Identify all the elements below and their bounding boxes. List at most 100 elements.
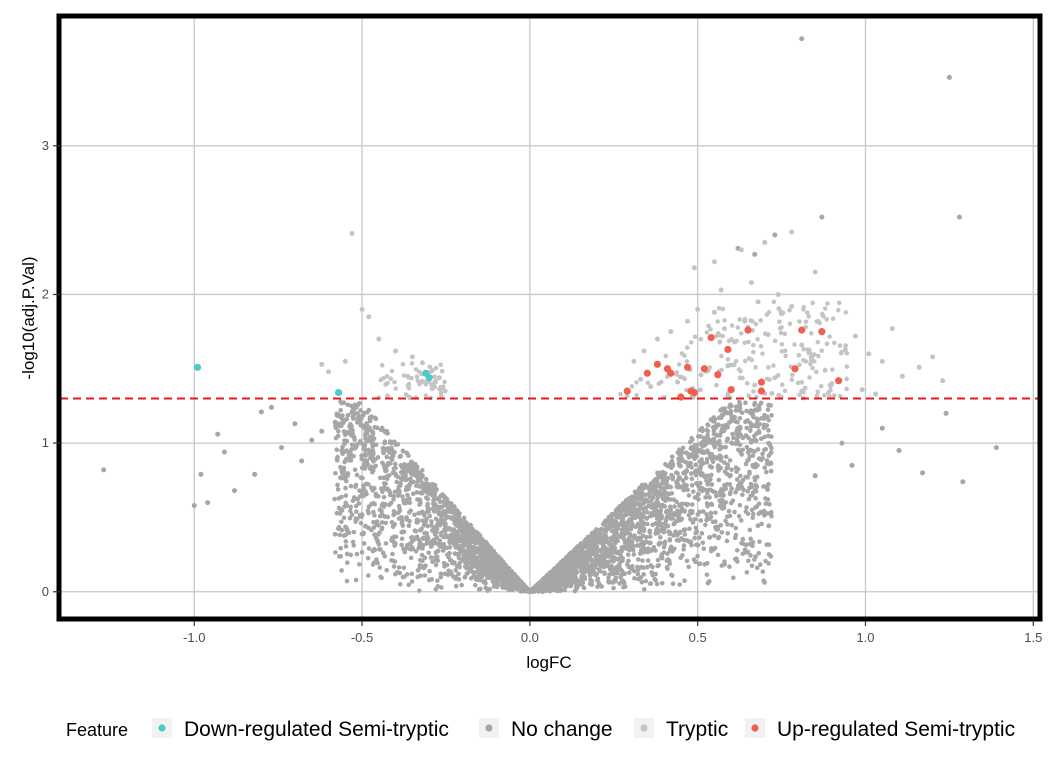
point-no-change <box>631 568 637 574</box>
point-no-change <box>750 409 756 415</box>
point-tryptic <box>792 342 797 347</box>
point-no-change <box>610 535 615 540</box>
point-no-change <box>408 476 413 482</box>
point-tryptic <box>722 326 728 332</box>
point-no-change <box>768 468 774 474</box>
point-tryptic <box>629 384 635 389</box>
point-no-change <box>705 490 710 496</box>
point-no-change <box>738 426 743 431</box>
point-no-change <box>392 559 398 564</box>
point-no-change <box>350 414 356 419</box>
point-no-change <box>415 574 420 580</box>
point-tryptic <box>392 379 397 385</box>
point-no-change <box>739 452 745 457</box>
point-no-change <box>686 564 692 570</box>
point-no-change <box>412 469 418 475</box>
point-no-change <box>599 554 605 560</box>
point-no-change <box>626 535 632 541</box>
point-no-change <box>482 578 488 584</box>
point-no-change <box>340 444 345 450</box>
point-no-change <box>279 445 285 451</box>
point-no-change <box>760 569 766 574</box>
point-tryptic <box>808 331 814 336</box>
point-no-change <box>357 494 363 499</box>
point-tryptic <box>795 380 801 386</box>
point-tryptic <box>419 378 425 384</box>
legend-title: Feature <box>66 720 128 740</box>
point-no-change <box>618 558 624 564</box>
point-no-change <box>761 425 767 431</box>
point-tryptic <box>319 361 325 367</box>
point-no-change <box>839 440 845 446</box>
point-no-change <box>745 450 751 455</box>
point-tryptic <box>658 379 664 385</box>
point-no-change <box>393 465 398 471</box>
point-no-change <box>673 470 679 475</box>
point-tryptic <box>775 291 781 297</box>
point-tryptic <box>789 377 795 382</box>
point-no-change <box>341 429 347 434</box>
point-no-change <box>705 432 710 438</box>
point-no-change <box>435 584 441 589</box>
point-tryptic <box>744 380 750 386</box>
point-no-change <box>685 463 691 469</box>
point-no-change <box>379 512 385 517</box>
legend: Feature Down-regulated Semi-tryptic No ch… <box>66 718 1015 741</box>
point-no-change <box>735 419 740 425</box>
point-no-change <box>373 442 379 447</box>
point-no-change <box>736 513 742 519</box>
point-no-change <box>650 522 655 528</box>
point-no-change <box>416 471 422 476</box>
point-no-change <box>359 453 364 458</box>
point-tryptic <box>675 379 681 385</box>
point-no-change <box>361 541 367 546</box>
point-tryptic <box>751 342 756 348</box>
point-no-change <box>757 562 763 567</box>
point-no-change <box>409 467 414 472</box>
point-no-change <box>448 515 454 521</box>
point-no-change <box>698 518 704 523</box>
point-no-change <box>599 549 604 554</box>
point-no-change <box>694 450 699 455</box>
point-no-change <box>475 559 481 565</box>
point-no-change <box>630 515 636 520</box>
point-no-change <box>395 487 401 493</box>
point-no-change <box>717 498 722 503</box>
point-no-change <box>363 453 368 458</box>
point-no-change <box>545 586 550 592</box>
point-no-change <box>373 463 378 469</box>
point-no-change <box>392 571 398 577</box>
point-tryptic <box>810 365 815 371</box>
point-tryptic <box>838 350 844 356</box>
point-tryptic <box>810 300 815 306</box>
point-no-change <box>647 534 653 539</box>
point-no-change <box>704 517 709 523</box>
point-no-change <box>740 477 746 483</box>
point-no-change <box>198 471 204 477</box>
point-no-change <box>384 428 390 434</box>
point-tryptic <box>837 393 843 399</box>
point-no-change <box>332 532 338 537</box>
point-no-change <box>101 467 107 473</box>
point-no-change <box>636 576 641 582</box>
point-no-change <box>693 472 699 478</box>
point-no-change <box>705 422 710 427</box>
point-no-change <box>338 399 343 404</box>
point-no-change <box>677 502 682 508</box>
point-tryptic <box>790 372 795 378</box>
point-no-change <box>364 491 369 497</box>
point-no-change <box>605 554 611 559</box>
point-no-change <box>358 408 363 413</box>
point-no-change <box>457 560 462 566</box>
point-no-change <box>752 475 757 481</box>
point-tryptic <box>638 376 644 382</box>
point-no-change <box>430 528 435 533</box>
point-no-change <box>757 539 762 545</box>
point-tryptic <box>799 380 805 385</box>
point-no-change <box>389 538 394 543</box>
point-no-change <box>704 501 710 506</box>
point-no-change <box>682 532 688 537</box>
point-no-change <box>215 431 221 437</box>
point-no-change <box>613 510 619 516</box>
point-no-change <box>336 526 341 531</box>
